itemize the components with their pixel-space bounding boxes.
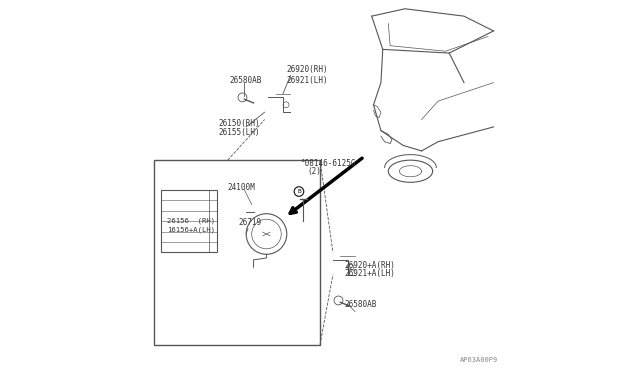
Text: 26921+A(LH): 26921+A(LH): [344, 269, 395, 278]
Text: B: B: [297, 189, 301, 194]
Text: 26580AB: 26580AB: [230, 76, 262, 85]
Text: 26920+A(RH): 26920+A(RH): [344, 261, 395, 270]
Text: °08146-6125G: °08146-6125G: [301, 159, 356, 169]
Bar: [154, 160, 320, 345]
Text: 26580AB: 26580AB: [344, 300, 376, 309]
Text: 24100M: 24100M: [227, 183, 255, 192]
Bar: [161, 190, 216, 253]
Text: 26921(LH): 26921(LH): [286, 76, 328, 85]
Text: 26920(RH): 26920(RH): [286, 65, 328, 74]
Text: 16156+A(LH): 16156+A(LH): [167, 226, 215, 233]
Text: AP63A00P9: AP63A00P9: [460, 357, 499, 363]
Text: 26150(RH): 26150(RH): [218, 119, 260, 128]
Text: (2): (2): [307, 167, 321, 176]
Text: 26155(LH): 26155(LH): [218, 128, 260, 137]
Text: 26719: 26719: [238, 218, 261, 227]
Text: 26156  (RH): 26156 (RH): [167, 218, 215, 224]
